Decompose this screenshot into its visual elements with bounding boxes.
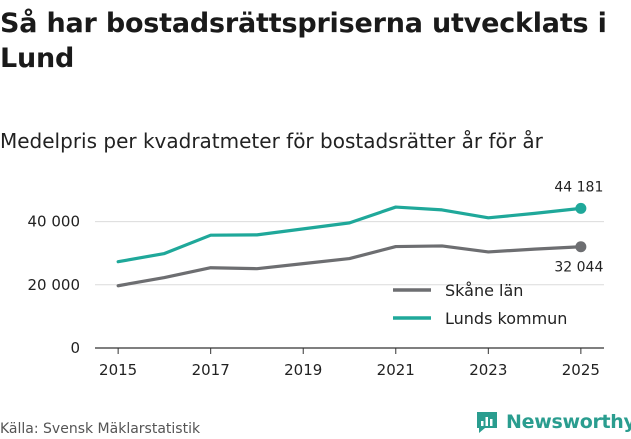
chart-title: Så har bostadsrättspriserna utvecklats i… xyxy=(0,8,607,74)
legend-label: Skåne län xyxy=(445,281,523,300)
chart-subtitle: Medelpris per kvadratmeter för bostadsrä… xyxy=(0,129,543,153)
y-tick-label: 20 000 xyxy=(28,276,81,294)
series-end-label: 44 181 xyxy=(554,179,603,195)
source-note: Källa: Svensk Mäklarstatistik xyxy=(0,421,201,437)
legend-label: Lunds kommun xyxy=(445,309,567,328)
legend: Skåne län Lunds kommun xyxy=(393,281,567,328)
brand-logo: Newsworthy xyxy=(474,408,631,436)
x-tick-label: 2019 xyxy=(284,361,322,379)
x-tick-label: 2015 xyxy=(99,361,137,379)
series-line-lunds-kommun xyxy=(116,205,583,264)
y-tick-label: 40 000 xyxy=(28,213,81,231)
newsworthy-logo-icon xyxy=(477,412,497,433)
axes: 0 20 000 40 000 2015 2017 2019 2021 2023 2025 xyxy=(28,213,604,379)
x-tick-label: 2021 xyxy=(377,361,415,379)
series-end-point xyxy=(575,241,587,253)
series-lines: 32 044 44 181 xyxy=(116,179,603,288)
series-end-point xyxy=(575,202,587,214)
brand-name: Newsworthy xyxy=(506,411,631,433)
x-tick-label: 2023 xyxy=(469,361,507,379)
series-end-label: 32 044 xyxy=(554,260,603,276)
x-tick-label: 2017 xyxy=(192,361,230,379)
series-line-skane-lan xyxy=(116,244,583,288)
y-tick-label: 0 xyxy=(70,339,80,357)
x-tick-label: 2025 xyxy=(562,361,600,379)
